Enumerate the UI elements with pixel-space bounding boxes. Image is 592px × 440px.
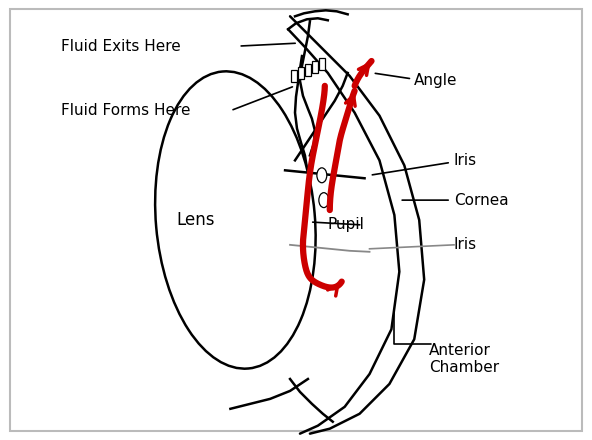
Text: Cornea: Cornea xyxy=(454,193,509,208)
Bar xyxy=(298,67,304,79)
Ellipse shape xyxy=(319,193,329,208)
Ellipse shape xyxy=(155,71,316,369)
Ellipse shape xyxy=(317,168,327,183)
Text: Iris: Iris xyxy=(454,153,477,168)
Bar xyxy=(319,58,325,70)
Text: Iris: Iris xyxy=(454,237,477,253)
Text: Lens: Lens xyxy=(176,211,215,229)
Text: Fluid Forms Here: Fluid Forms Here xyxy=(62,103,191,118)
Bar xyxy=(291,70,297,82)
Bar xyxy=(312,61,318,73)
Text: Anterior
Chamber: Anterior Chamber xyxy=(429,343,499,375)
Text: Pupil: Pupil xyxy=(328,217,365,232)
Text: Fluid Exits Here: Fluid Exits Here xyxy=(62,39,181,54)
Bar xyxy=(305,64,311,76)
Text: Angle: Angle xyxy=(414,73,458,88)
